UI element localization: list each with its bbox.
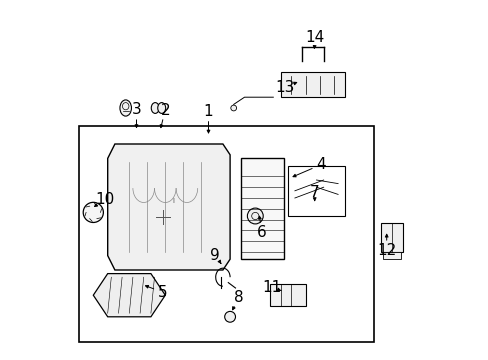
Text: I: I — [172, 198, 174, 204]
Bar — [79, 126, 373, 342]
Ellipse shape — [158, 103, 165, 113]
Ellipse shape — [120, 100, 131, 116]
Ellipse shape — [151, 103, 159, 113]
Polygon shape — [93, 274, 165, 317]
Text: 1: 1 — [203, 104, 213, 119]
Text: 7: 7 — [309, 185, 319, 200]
Circle shape — [247, 208, 263, 224]
Text: 12: 12 — [376, 243, 395, 258]
Bar — [287, 166, 345, 216]
Text: 4: 4 — [316, 157, 325, 172]
Bar — [269, 284, 305, 306]
Bar — [381, 223, 402, 252]
Circle shape — [224, 311, 235, 322]
Text: 13: 13 — [274, 80, 294, 95]
Bar — [280, 72, 345, 97]
Text: 10: 10 — [95, 192, 114, 207]
Text: 9: 9 — [210, 248, 220, 262]
Text: 6: 6 — [256, 225, 266, 240]
Circle shape — [83, 202, 103, 222]
Text: 2: 2 — [160, 103, 170, 117]
Text: 3: 3 — [131, 102, 141, 117]
Text: 5: 5 — [158, 285, 167, 300]
Text: 8: 8 — [234, 290, 243, 305]
Circle shape — [230, 105, 236, 111]
Polygon shape — [107, 144, 230, 270]
Text: 14: 14 — [305, 30, 325, 45]
Text: 11: 11 — [262, 280, 281, 295]
Bar — [241, 158, 284, 259]
Bar — [382, 252, 400, 259]
